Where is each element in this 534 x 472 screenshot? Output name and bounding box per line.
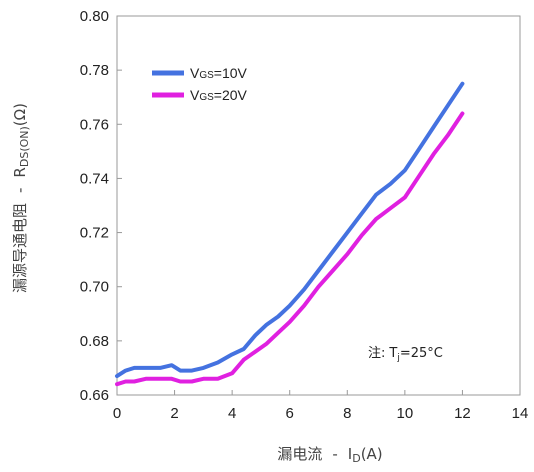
series-line-vgs-10v bbox=[115, 81, 465, 379]
y-tick-label: 0.70 bbox=[80, 279, 109, 296]
x-tick-label: 14 bbox=[512, 405, 529, 422]
x-axis-title: 漏电流 - ID(A) bbox=[277, 445, 382, 465]
y-tick-label: 0.72 bbox=[80, 225, 109, 242]
plot-area bbox=[116, 15, 521, 396]
y-tick-label: 0.74 bbox=[80, 170, 109, 187]
x-tick-label: 6 bbox=[286, 405, 294, 422]
series-layer bbox=[115, 81, 465, 387]
temperature-annotation: 注: Tj=25°C bbox=[368, 346, 443, 363]
y-tick-label: 0.76 bbox=[80, 116, 109, 133]
x-tick-label: 0 bbox=[113, 405, 121, 422]
legend-label-vgs10: VGS=10V bbox=[190, 65, 248, 81]
x-tick-label: 12 bbox=[454, 405, 471, 422]
x-tick-label: 8 bbox=[343, 405, 351, 422]
plot-frame bbox=[116, 15, 521, 396]
legend-label-vgs20: VGS=20V bbox=[190, 87, 248, 103]
y-tick-label: 0.80 bbox=[80, 8, 109, 25]
y-tick-label: 0.66 bbox=[80, 387, 109, 404]
x-tick-label: 4 bbox=[228, 405, 236, 422]
x-tick-label: 10 bbox=[397, 405, 414, 422]
x-tick-label: 2 bbox=[170, 405, 178, 422]
legend: VGS=10V VGS=20V bbox=[152, 65, 248, 103]
x-axis-ticks: 0 2 4 6 8 10 12 14 bbox=[113, 390, 529, 422]
y-axis-title: 漏源导通电阻-RDS(ON)(Ω) bbox=[11, 103, 31, 293]
y-axis-ticks: 0.66 0.68 0.70 0.72 0.74 0.76 0.78 0.80 bbox=[80, 8, 122, 404]
y-tick-label: 0.78 bbox=[80, 62, 109, 79]
series-line-vgs-20v bbox=[115, 111, 465, 387]
y-tick-label: 0.68 bbox=[80, 333, 109, 350]
